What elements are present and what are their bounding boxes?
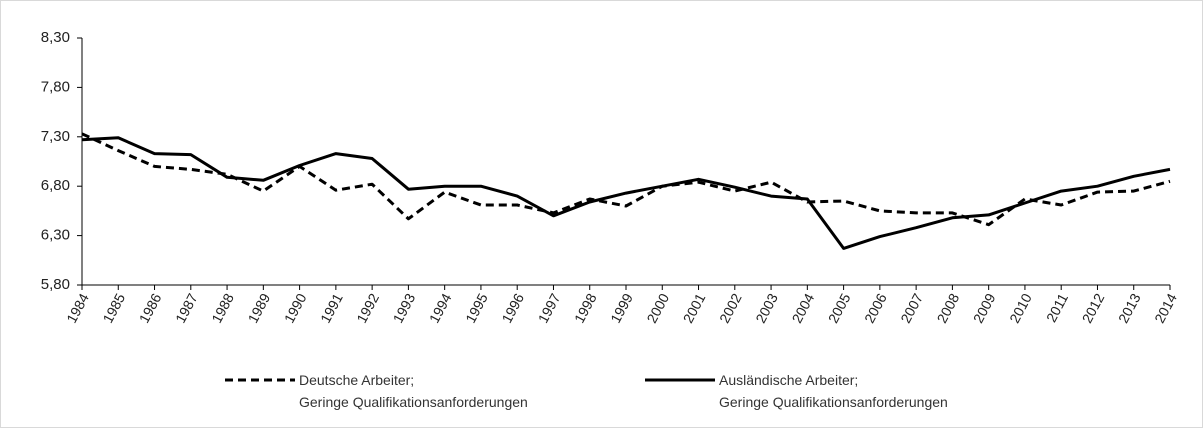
legend-label: Ausländische Arbeiter; Geringe Qualifika… bbox=[719, 372, 948, 410]
legend-label: Deutsche Arbeiter; Geringe Qualifikation… bbox=[299, 372, 528, 410]
y-tick-label: 5,80 bbox=[41, 276, 70, 293]
y-tick-label: 6,30 bbox=[41, 227, 70, 244]
y-tick-label: 6,80 bbox=[41, 177, 70, 194]
y-tick-label: 7,80 bbox=[41, 78, 70, 95]
y-tick-label: 7,30 bbox=[41, 128, 70, 145]
series-line bbox=[81, 132, 1171, 227]
y-tick-label: 8,30 bbox=[41, 29, 70, 46]
series-line bbox=[81, 136, 1171, 250]
